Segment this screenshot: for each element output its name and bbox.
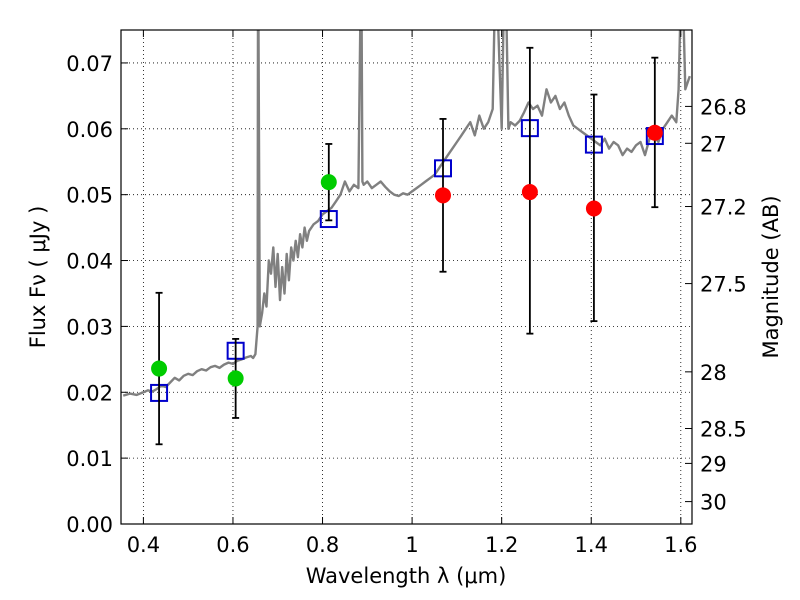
x-tick-label: 0.6 (216, 533, 249, 557)
right-tick-label: 26.8 (700, 95, 747, 119)
upper-limit-point (646, 124, 663, 141)
y-tick-label: 0.02 (66, 381, 113, 405)
axis-ticks: 0.4 0.6 0.8 1 1.2 1.4 1.6 0.00 0.01 0.02 0.03 0.04 0… (66, 30, 747, 557)
x-tick-label: 1 (405, 533, 418, 557)
right-tick-label: 27.2 (700, 196, 747, 220)
x-tick-label: 1.6 (664, 533, 697, 557)
y-tick-label: 0.03 (66, 315, 113, 339)
detection-point (151, 360, 168, 377)
right-tick-label: 29 (700, 452, 727, 476)
x-tick-label: 1.2 (485, 533, 518, 557)
y-tick-label: 0.00 (66, 513, 113, 537)
right-tick-label: 27 (700, 132, 727, 156)
upper-limit-point (585, 200, 602, 217)
detection-point (227, 370, 244, 387)
y-tick-label: 0.06 (66, 118, 113, 142)
axes-frame (120, 29, 693, 525)
detection-point (320, 174, 337, 191)
right-tick-label: 30 (700, 491, 727, 515)
upper-limit-point (521, 184, 538, 201)
grid (121, 30, 692, 524)
x-tick-label: 0.4 (127, 533, 160, 557)
plot-area (122, 30, 691, 397)
y-axis-label-left: Flux Fν ( μJy ) (26, 206, 50, 349)
x-axis-label: Wavelength λ (μm) (306, 564, 507, 588)
y-axis-label-right: Magnitude (AB) (759, 195, 783, 358)
y-tick-label: 0.05 (66, 184, 113, 208)
right-tick-label: 27.5 (700, 273, 747, 297)
y-tick-label: 0.04 (66, 250, 113, 274)
upper-limit-point (434, 187, 451, 204)
right-tick-label: 28 (700, 361, 727, 385)
y-tick-label: 0.07 (66, 52, 113, 76)
y-tick-label: 0.01 (66, 447, 113, 471)
x-tick-label: 1.4 (575, 533, 608, 557)
right-tick-label: 28.5 (700, 417, 747, 441)
x-tick-label: 0.8 (306, 533, 339, 557)
markers (150, 46, 664, 446)
spectrum-line (122, 30, 691, 397)
